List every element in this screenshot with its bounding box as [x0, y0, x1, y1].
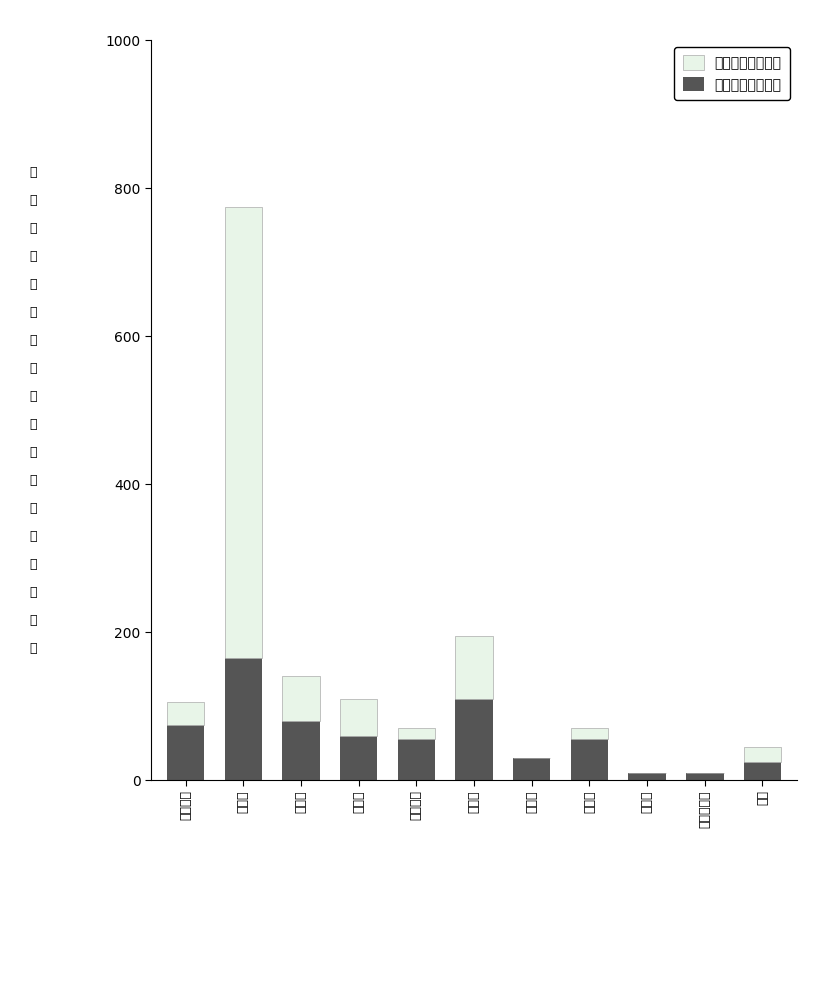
Bar [340, 736, 378, 780]
Bar [340, 699, 378, 736]
Text: 关: 关 [30, 474, 37, 487]
Bar [167, 702, 205, 724]
Legend: 特异性关键蛋白质, 多定位关键蛋白质: 特异性关键蛋白质, 多定位关键蛋白质 [675, 47, 790, 100]
Text: 定: 定 [30, 306, 37, 318]
Bar [225, 658, 262, 780]
Text: 亚: 亚 [30, 222, 37, 235]
Bar [686, 773, 723, 780]
Text: 于: 于 [30, 194, 37, 207]
Text: 数: 数 [30, 614, 37, 626]
Text: 胞: 胞 [30, 277, 37, 290]
Bar [456, 636, 492, 699]
Bar [167, 724, 205, 780]
Bar [513, 758, 550, 780]
Bar [398, 739, 435, 780]
Bar [743, 747, 781, 762]
Text: 蛋: 蛋 [30, 530, 37, 542]
Bar [743, 762, 781, 780]
Text: 的: 的 [30, 446, 37, 459]
Text: 基: 基 [30, 165, 37, 178]
Bar [456, 699, 492, 780]
Bar [571, 728, 608, 739]
Bar [628, 773, 666, 780]
Text: 位: 位 [30, 334, 37, 347]
Text: 白: 白 [30, 558, 37, 570]
Bar [225, 207, 262, 658]
Text: 性: 性 [30, 418, 37, 430]
Text: 量: 量 [30, 642, 37, 655]
Bar [398, 728, 435, 739]
Text: 异: 异 [30, 389, 37, 402]
Text: 特: 特 [30, 362, 37, 375]
Text: 质: 质 [30, 585, 37, 598]
Bar [282, 721, 320, 780]
Text: 键: 键 [30, 502, 37, 515]
Bar [571, 739, 608, 780]
Bar [282, 676, 320, 721]
Text: 细: 细 [30, 249, 37, 262]
